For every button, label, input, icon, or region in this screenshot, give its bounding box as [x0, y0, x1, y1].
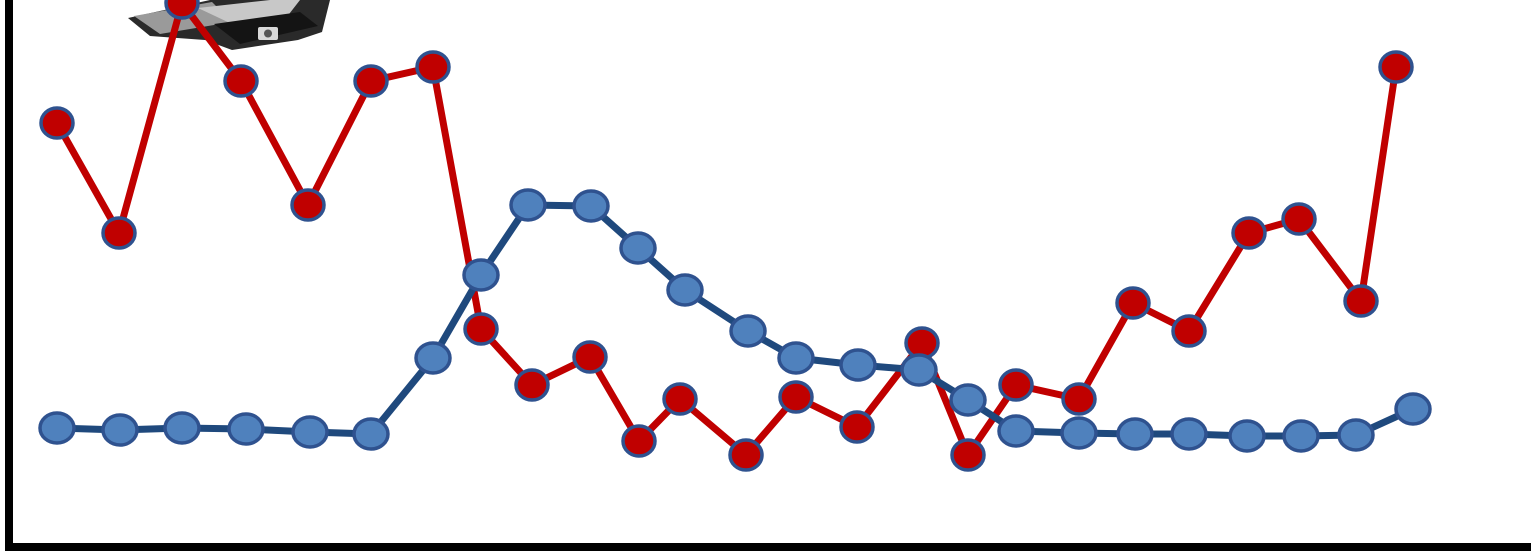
series-1-point-9: [514, 368, 550, 402]
series-2-point-9: [509, 188, 547, 222]
series-2-point-1: [38, 411, 76, 445]
series-layer: [38, 0, 1432, 472]
series-1-point-24: [1343, 284, 1379, 318]
series-2: [38, 188, 1432, 453]
series-1-point-19: [1061, 382, 1097, 416]
series-1-point-4: [223, 64, 259, 98]
series-2-point-14: [777, 341, 815, 375]
series-2-point-2: [101, 413, 139, 447]
series-1-point-10: [572, 340, 608, 374]
series-2-point-17: [949, 383, 987, 417]
series-2-point-24: [1337, 418, 1375, 452]
series-2-point-4: [227, 412, 265, 446]
series-2-point-20: [1116, 417, 1154, 451]
series-2-point-22: [1228, 419, 1266, 453]
series-2-point-25: [1394, 392, 1432, 426]
series-2-point-16: [900, 353, 938, 387]
series-1-point-23: [1281, 202, 1317, 236]
series-2-point-11: [619, 231, 657, 265]
axes-layer: [5, 0, 1531, 551]
series-1-point-15: [839, 410, 875, 444]
series-1-point-17: [950, 438, 986, 472]
series-1-point-13: [728, 438, 764, 472]
series-2-point-23: [1282, 419, 1320, 453]
hp-device-icon: [128, 0, 330, 50]
series-1-point-2: [101, 216, 137, 250]
series-1-point-5: [290, 188, 326, 222]
series-2-point-12: [666, 273, 704, 307]
series-1-point-8: [463, 312, 499, 346]
series-2-point-21: [1170, 417, 1208, 451]
series-1-point-21: [1171, 314, 1207, 348]
series-2-point-10: [572, 189, 610, 223]
decor-layer: [128, 0, 330, 50]
series-1-point-22: [1231, 216, 1267, 250]
series-2-point-19: [1060, 416, 1098, 450]
series-1-point-11: [621, 424, 657, 458]
series-2-point-13: [729, 314, 767, 348]
series-2-point-18: [997, 414, 1035, 448]
series-2-point-7: [414, 341, 452, 375]
series-1-point-3: [164, 0, 200, 20]
series-1-point-20: [1115, 286, 1151, 320]
series-1-line: [53, 0, 1400, 459]
series-1-point-7: [415, 50, 451, 84]
series-1-point-12: [662, 382, 698, 416]
series-2-point-8: [462, 258, 500, 292]
series-2-point-6: [352, 417, 390, 451]
series-1-point-6: [353, 64, 389, 98]
series-1-point-25: [1378, 50, 1414, 84]
series-2-point-15: [839, 348, 877, 382]
series-1-point-1: [39, 106, 75, 140]
series-1: [39, 0, 1414, 472]
series-2-point-5: [291, 415, 329, 449]
series-2-point-3: [163, 411, 201, 445]
series-1-point-18: [998, 368, 1034, 402]
series-1-point-14: [778, 380, 814, 414]
